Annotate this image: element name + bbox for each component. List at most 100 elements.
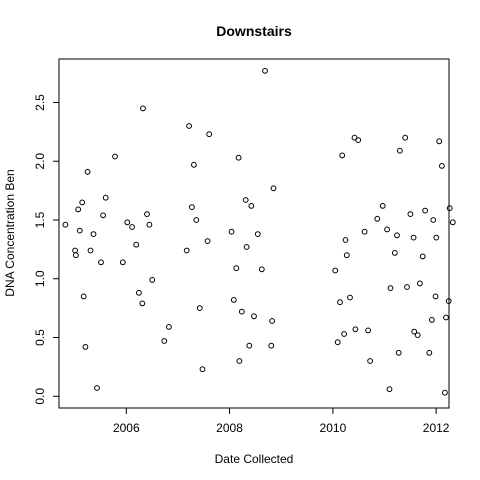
plot-frame	[58, 58, 450, 409]
data-point	[144, 211, 150, 218]
data-point	[140, 105, 146, 112]
data-point	[79, 199, 86, 206]
data-point	[206, 131, 213, 138]
y-tick-label: 1.0	[33, 270, 47, 287]
data-point	[233, 265, 240, 272]
data-point	[258, 266, 265, 273]
data-point	[199, 366, 206, 373]
data-point	[410, 234, 417, 241]
data-point	[87, 247, 94, 254]
y-tick-label: 0.5	[33, 329, 47, 346]
data-point	[269, 318, 276, 324]
data-point	[404, 284, 410, 290]
data-point	[246, 342, 253, 349]
data-point	[394, 232, 400, 239]
data-point	[442, 389, 448, 396]
data-point	[129, 224, 136, 230]
data-point	[334, 339, 341, 346]
data-point	[347, 294, 353, 301]
data-point	[342, 237, 349, 243]
data-point	[387, 285, 394, 292]
data-point	[436, 138, 443, 145]
data-point	[365, 327, 372, 334]
data-point	[439, 163, 445, 169]
data-point	[397, 147, 403, 154]
data-point	[367, 358, 374, 364]
data-point	[139, 300, 146, 307]
data-point	[407, 211, 414, 218]
x-axis: 2006 2008 2010 2012	[113, 407, 450, 435]
data-point	[332, 267, 339, 274]
data-point	[124, 219, 131, 226]
data-point	[262, 67, 268, 74]
data-point	[133, 241, 140, 248]
x-tick-label: 2010	[320, 421, 347, 435]
data-point	[204, 238, 211, 245]
data-point	[186, 123, 193, 129]
data-point	[183, 247, 190, 254]
data-point	[90, 231, 97, 238]
data-point	[355, 137, 362, 144]
x-tick-label: 2006	[113, 421, 140, 435]
y-axis-label: DNA Concentration Ben	[3, 169, 17, 296]
x-tick-label: 2008	[216, 421, 243, 435]
data-point	[254, 231, 261, 238]
data-point	[189, 204, 195, 211]
y-axis: 0.0 0.5 1.0 1.5 2.0 2.5	[33, 94, 60, 405]
data-point	[149, 277, 156, 283]
data-point	[242, 197, 249, 203]
data-point	[374, 215, 381, 222]
data-point	[339, 152, 346, 159]
data-point	[243, 244, 250, 250]
data-point	[433, 234, 440, 241]
data-point	[386, 386, 393, 393]
data-point	[445, 298, 452, 305]
data-point	[75, 206, 82, 213]
data-point	[352, 326, 359, 333]
data-point	[432, 293, 439, 300]
data-point	[112, 153, 118, 160]
data-point	[248, 203, 255, 209]
data-point	[230, 297, 237, 303]
data-point	[80, 293, 87, 300]
x-tick-label: 2012	[423, 421, 450, 435]
data-point	[426, 349, 433, 356]
data-point	[443, 314, 449, 321]
data-point	[414, 332, 421, 339]
y-tick-label: 2.5	[33, 94, 47, 111]
y-tick-label: 2.0	[33, 153, 47, 170]
y-tick-label: 1.5	[33, 211, 47, 228]
data-point	[191, 161, 197, 168]
data-point	[146, 221, 153, 228]
chart-title: Downstairs	[216, 23, 292, 39]
data-point	[238, 308, 245, 315]
data-point	[228, 228, 235, 235]
data-point	[446, 205, 453, 212]
data-point	[235, 154, 242, 161]
data-point	[391, 250, 398, 256]
data-point	[384, 226, 391, 233]
data-point	[166, 324, 172, 330]
data-point	[419, 253, 426, 260]
data-point	[395, 349, 402, 356]
y-tick-label: 0.0	[33, 388, 47, 405]
data-point	[98, 259, 104, 266]
data-point	[236, 358, 243, 364]
data-point	[251, 313, 257, 320]
data-point	[430, 217, 437, 223]
data-point	[429, 317, 435, 323]
data-point	[337, 299, 343, 306]
data-point	[449, 219, 456, 226]
data-point	[379, 203, 386, 209]
data-point	[62, 221, 69, 228]
data-point	[270, 185, 277, 192]
data-point	[361, 228, 368, 235]
data-point	[72, 247, 78, 254]
data-point	[72, 252, 79, 259]
data-point	[341, 331, 348, 337]
data-point	[343, 252, 350, 259]
data-point	[94, 385, 100, 391]
data-point	[102, 194, 109, 201]
data-point	[82, 344, 89, 350]
